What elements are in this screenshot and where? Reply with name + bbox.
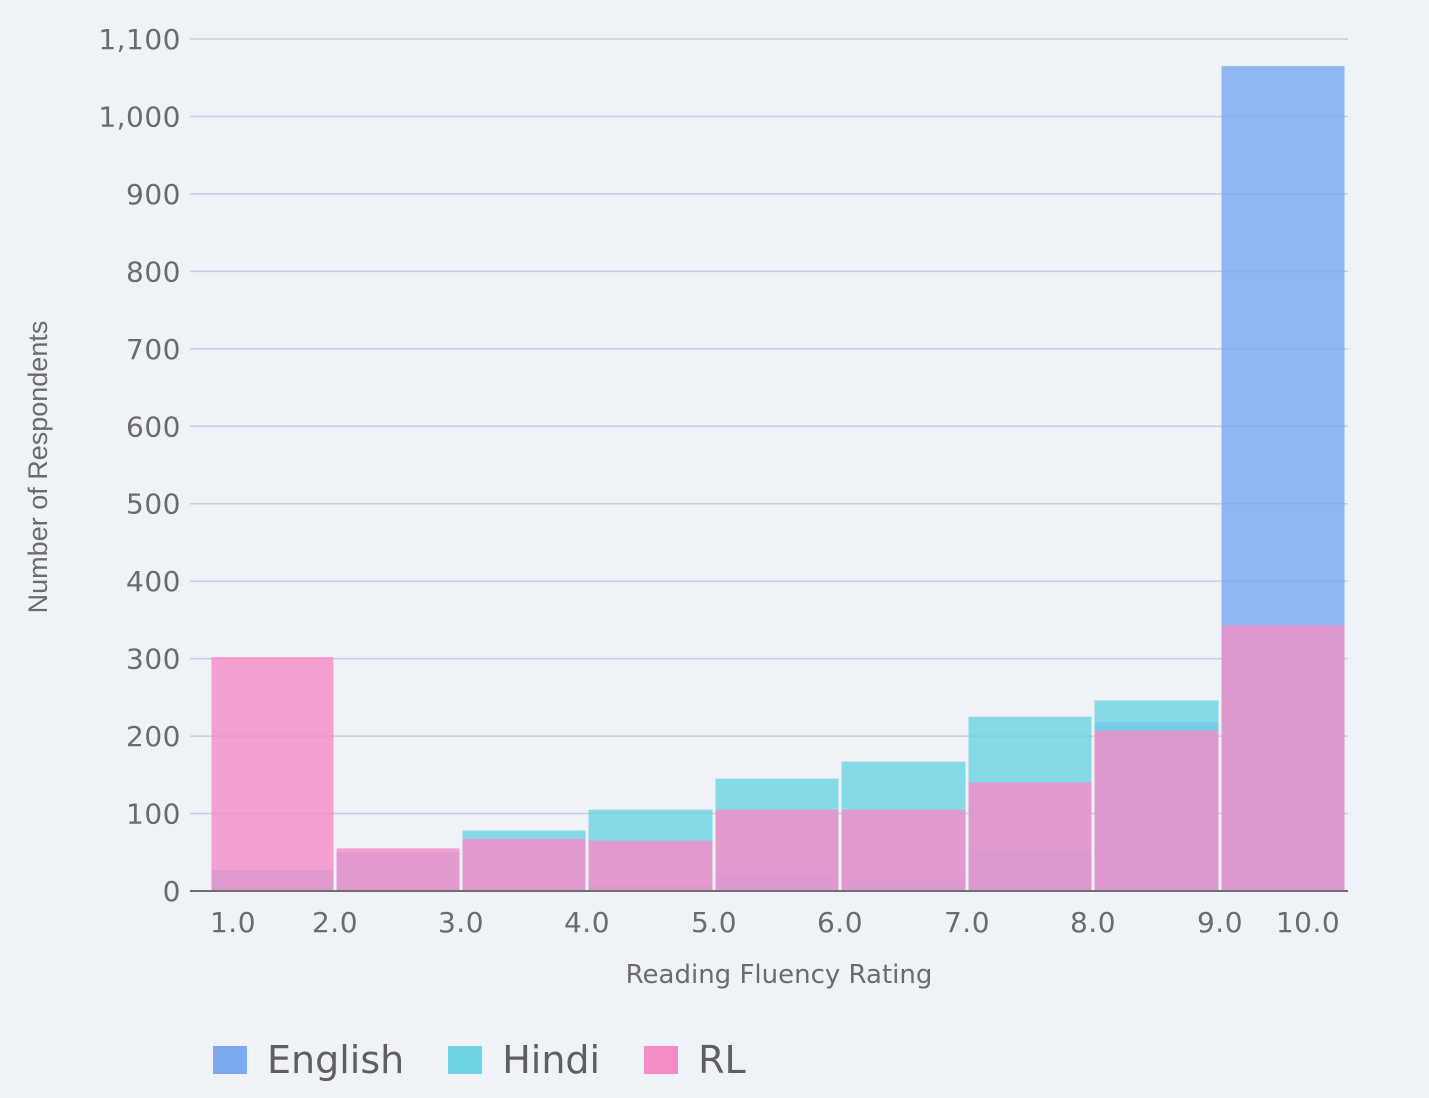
x-tick-label: 9.0 bbox=[1197, 906, 1243, 939]
gridlines bbox=[190, 38, 1348, 815]
legend-label: RL bbox=[698, 1038, 746, 1082]
bar-rl bbox=[1221, 625, 1345, 891]
bar-rl bbox=[336, 848, 460, 891]
y-tick-label: 400 bbox=[126, 565, 181, 598]
y-tick-label: 1,000 bbox=[98, 100, 181, 133]
x-tick-label: 5.0 bbox=[691, 906, 737, 939]
x-axis-title: Reading Fluency Rating bbox=[626, 960, 933, 990]
legend-swatch bbox=[448, 1046, 483, 1074]
bar-rl bbox=[968, 782, 1092, 891]
chart-legend: English Hindi RL bbox=[213, 1038, 746, 1082]
x-tick-label: 2.0 bbox=[312, 906, 358, 939]
x-tick-label: 4.0 bbox=[564, 906, 610, 939]
y-tick-label: 1,100 bbox=[98, 23, 181, 56]
bar-rl bbox=[588, 840, 713, 891]
bar-rl bbox=[1094, 730, 1219, 891]
y-tick-label: 300 bbox=[126, 643, 181, 676]
bar-rl bbox=[715, 809, 839, 891]
y-tick-label: 600 bbox=[126, 410, 181, 443]
x-tick-label: 7.0 bbox=[944, 906, 990, 939]
x-tick-label: 10.0 bbox=[1276, 906, 1340, 939]
legend-item-english: English bbox=[213, 1038, 404, 1082]
legend-label: Hindi bbox=[502, 1038, 601, 1082]
bar-rl bbox=[841, 809, 966, 891]
y-axis-ticks: 0 100 200 300 400 500 600 700 800 900 1,000 1,100 bbox=[98, 23, 181, 908]
bar-rl bbox=[211, 657, 334, 891]
y-tick-label: 0 bbox=[163, 875, 181, 908]
x-axis-ticks: 1.0 2.0 3.0 4.0 5.0 6.0 7.0 8.0 9.0 10.0 bbox=[210, 906, 1340, 939]
y-tick-label: 700 bbox=[126, 333, 181, 366]
histogram-bars bbox=[211, 66, 1345, 892]
legend-item-rl: RL bbox=[644, 1038, 746, 1082]
legend-item-hindi: Hindi bbox=[448, 1038, 600, 1082]
y-tick-label: 100 bbox=[126, 798, 181, 831]
bar-rl bbox=[462, 839, 586, 891]
y-tick-label: 900 bbox=[126, 178, 181, 211]
y-tick-label: 800 bbox=[126, 255, 181, 288]
y-tick-label: 500 bbox=[126, 488, 181, 521]
legend-swatch bbox=[213, 1046, 247, 1074]
x-tick-label: 3.0 bbox=[438, 906, 484, 939]
x-tick-label: 8.0 bbox=[1070, 906, 1116, 939]
y-tick-label: 200 bbox=[126, 720, 181, 753]
x-tick-label: 6.0 bbox=[817, 906, 863, 939]
legend-label: English bbox=[267, 1038, 405, 1082]
x-tick-label: 1.0 bbox=[210, 906, 256, 939]
y-axis-title: Number of Respondents bbox=[23, 321, 53, 614]
legend-swatch bbox=[644, 1046, 679, 1074]
